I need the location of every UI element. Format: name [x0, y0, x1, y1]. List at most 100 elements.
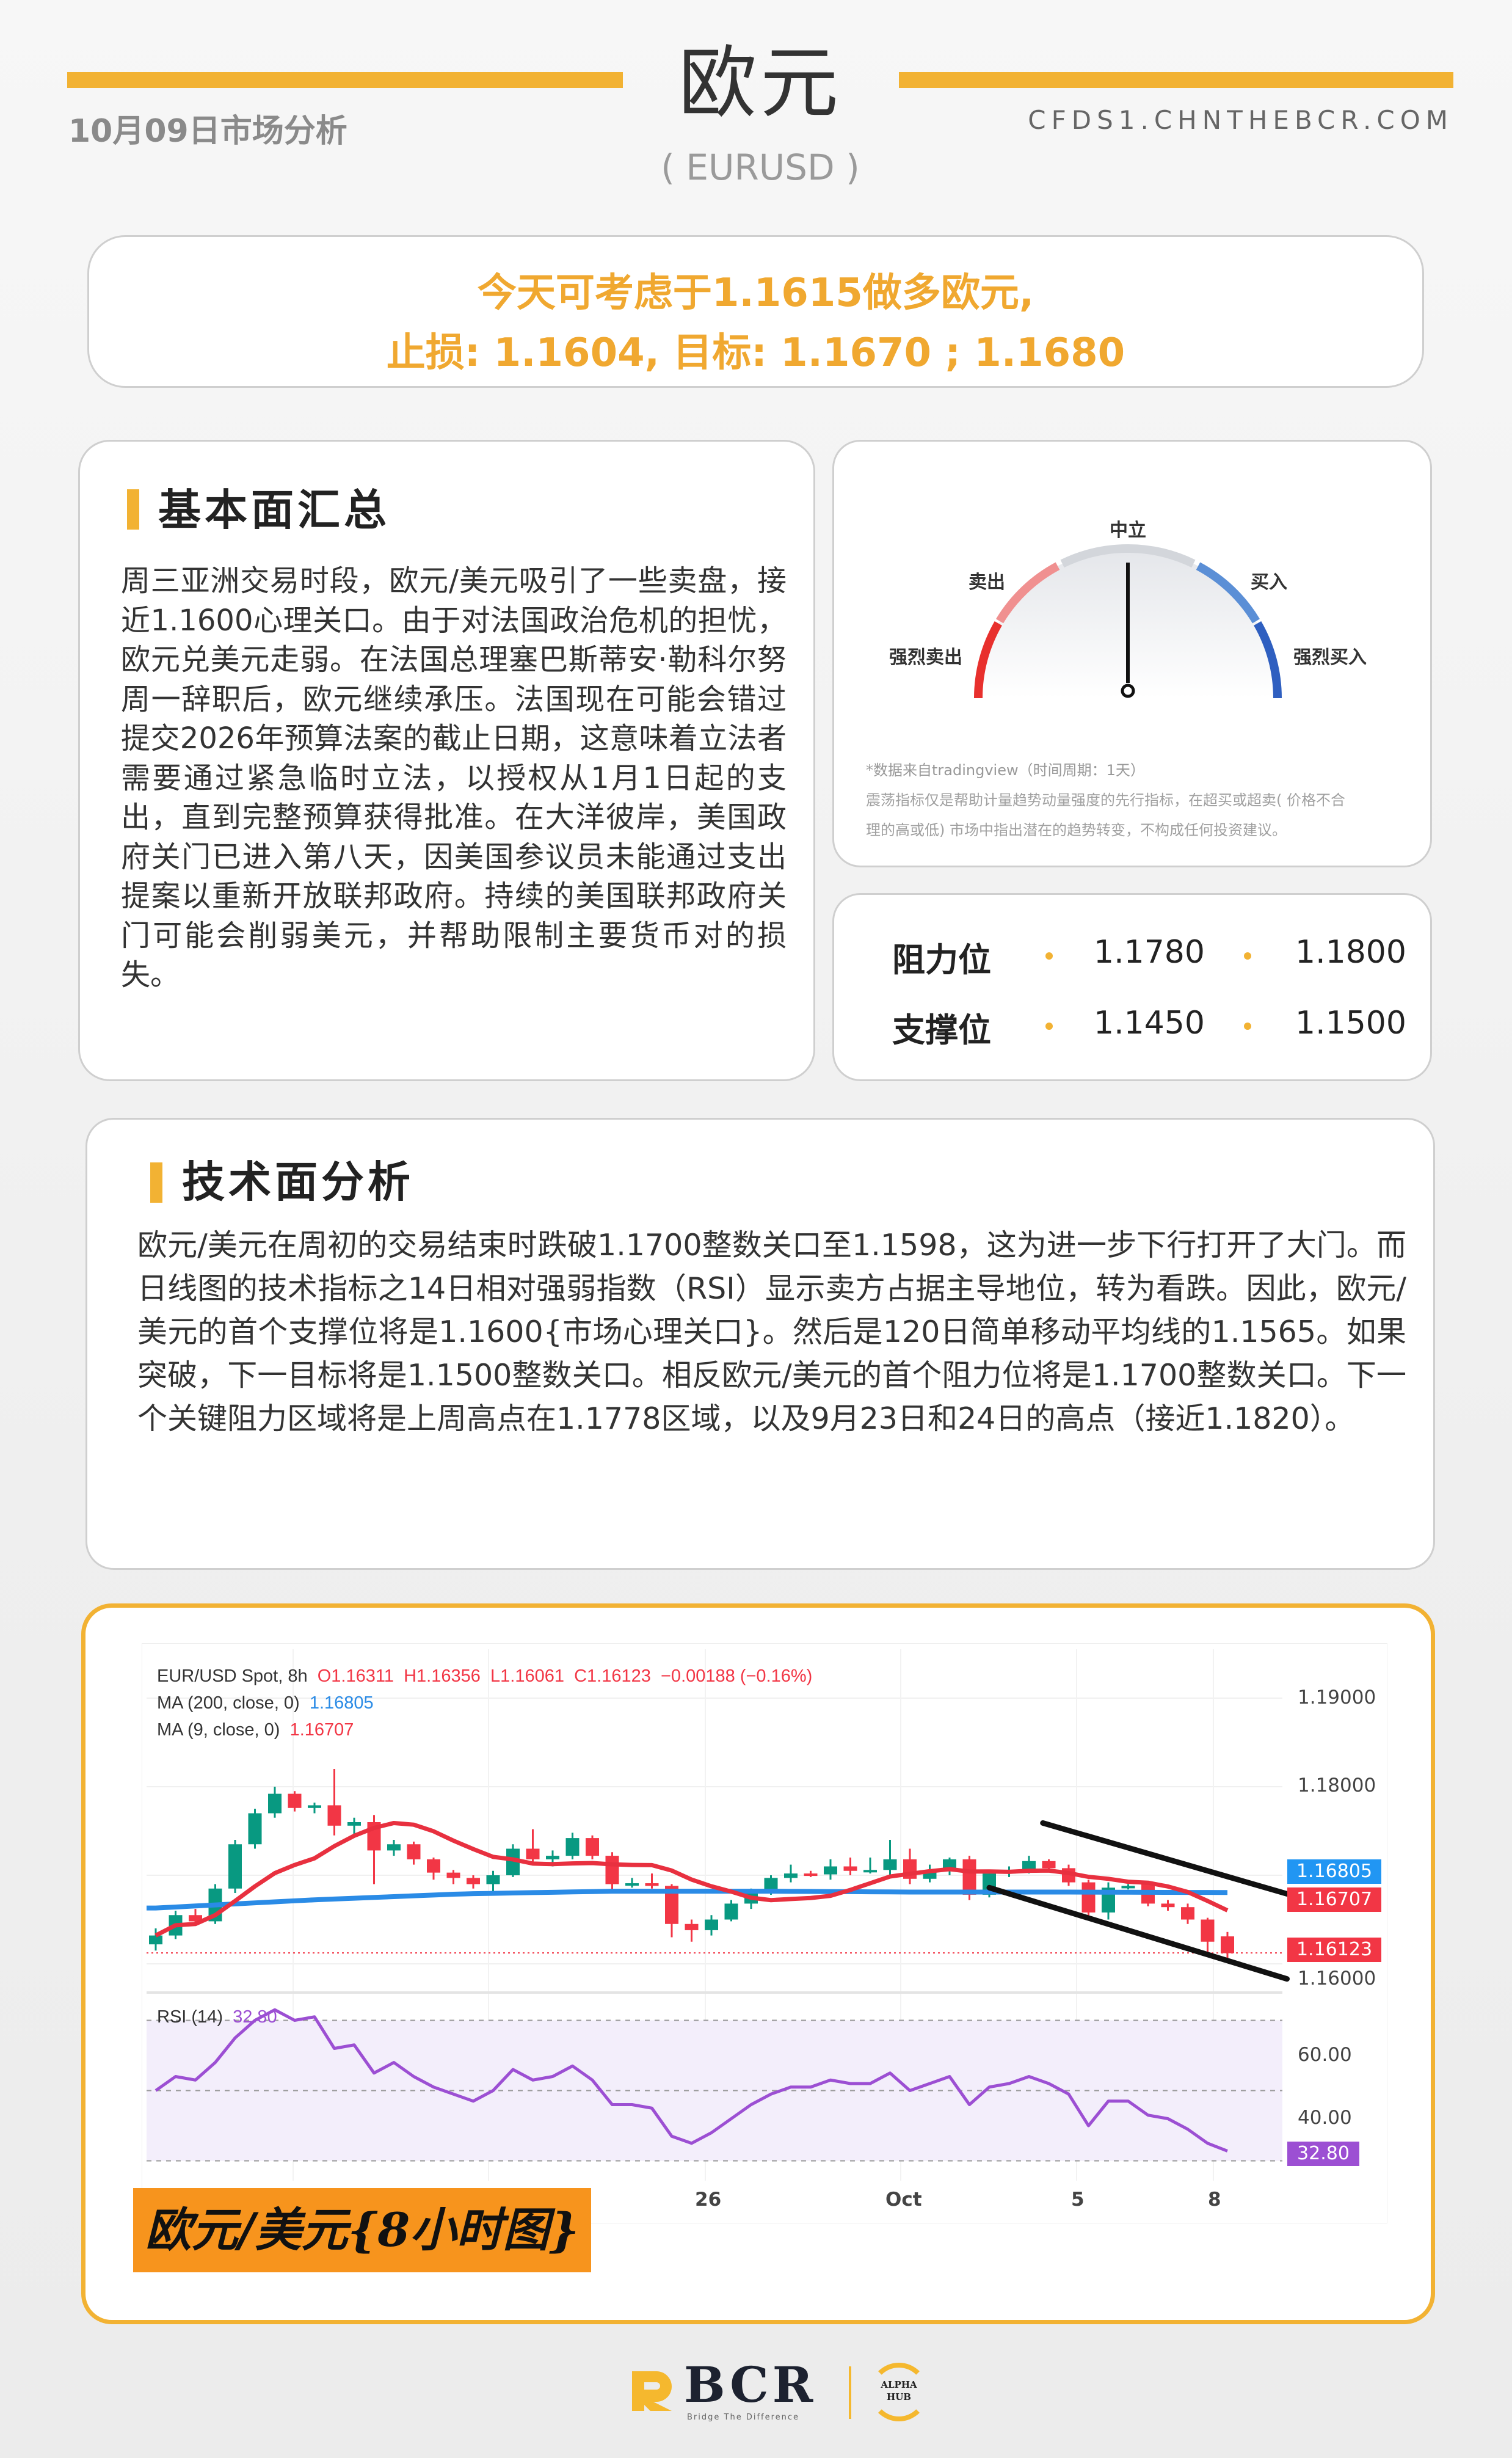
- chart-legend-symbol: EUR/USD Spot, 8h O1.16311 H1.16356 L1.16…: [157, 1666, 812, 1687]
- price-tick: 1.19000: [1298, 1687, 1376, 1709]
- header-bar-left: [67, 72, 623, 88]
- bullet-dot: [1045, 952, 1053, 960]
- title-accent-bar: [150, 1162, 162, 1203]
- gauge-source-note: *数据来自tradingview（时间周期：1天）: [866, 762, 1145, 779]
- ma200-label: MA (200, close, 0): [157, 1693, 300, 1713]
- key-levels-card: 阻力位 1.1780 1.1800 支撑位 1.1450 1.1500: [832, 893, 1432, 1081]
- candle-up: [565, 1838, 580, 1856]
- candle-down: [1081, 1882, 1096, 1913]
- date-label: 10月09日市场分析: [68, 113, 347, 150]
- sentiment-gauge: [974, 544, 1282, 699]
- candle-down: [446, 1872, 460, 1878]
- candle-down: [526, 1848, 540, 1859]
- rsi-label: RSI (14): [157, 2007, 223, 2027]
- alpha-hub-badge: [870, 2363, 928, 2421]
- change-value: −0.00188 (−0.16%): [661, 1666, 813, 1686]
- chart-legend-ma200: MA (200, close, 0) 1.16805: [157, 1693, 374, 1713]
- website-label: CFDS1.CHNTHEBCR.COM: [1028, 105, 1453, 135]
- candle-up: [883, 1859, 897, 1870]
- candle-up: [486, 1875, 500, 1884]
- price-chart[interactable]: [0, 0, 1512, 2260]
- candle-up: [228, 1844, 242, 1889]
- resistance-label: 阻力位: [892, 941, 991, 979]
- resistance-level-2: 1.1800: [1295, 934, 1406, 971]
- fundamental-title: 基本面汇总: [158, 485, 390, 535]
- sentiment-gauge-card: 中立 卖出 买入 强烈卖出 强烈买入 *数据来自tradingview（时间周期…: [832, 440, 1432, 867]
- candle-up: [1022, 1861, 1036, 1870]
- time-tick: 8: [1208, 2189, 1221, 2211]
- candle-down: [645, 1883, 659, 1886]
- candle-down: [685, 1924, 699, 1930]
- ma9-line: [154, 1820, 1229, 1938]
- low-value: L1.16061: [490, 1666, 564, 1686]
- candle-up: [308, 1805, 321, 1808]
- chart-legend-ma9: MA (9, close, 0) 1.16707: [157, 1720, 354, 1740]
- gauge-label-neutral: 中立: [1110, 520, 1146, 541]
- candle-down: [1161, 1903, 1175, 1908]
- gauge-label-strong-buy: 强烈买入: [1293, 647, 1367, 668]
- ma9-value: 1.16707: [289, 1720, 354, 1740]
- page-title: 欧元: [678, 38, 842, 129]
- candle-down: [843, 1866, 857, 1871]
- candle-down: [586, 1838, 599, 1856]
- trade-callout: 今天可考虑于1.1615做多欧元, 止损: 1.1604, 目标: 1.1670…: [87, 235, 1424, 388]
- candle-up: [824, 1866, 837, 1875]
- candle-down: [327, 1805, 341, 1826]
- gauge-label-buy: 买入: [1251, 572, 1287, 593]
- bcr-logo-mark: [632, 2371, 672, 2411]
- candle-up: [347, 1822, 361, 1826]
- candle-down: [804, 1873, 818, 1876]
- candle-up: [546, 1856, 559, 1859]
- symbol-label: EUR/USD Spot, 8h: [157, 1666, 308, 1686]
- price-tick: 1.18000: [1298, 1774, 1376, 1796]
- support-level-2: 1.1500: [1295, 1005, 1406, 1041]
- candle-down: [962, 1859, 976, 1895]
- alpha-hub-label: ALPHA HUB: [881, 2379, 917, 2402]
- candle-up: [705, 1919, 718, 1930]
- gauge-arc-buy: [1196, 562, 1260, 624]
- fundamental-card: 基本面汇总 周三亚洲交易时段，欧元/美元吸引了一些卖盘，接近1.1600心理关口…: [78, 440, 815, 1081]
- gauge-arc-sell: [995, 562, 1060, 624]
- price-tick: 1.16000: [1298, 1967, 1376, 1989]
- ma200-line: [147, 1889, 1228, 1911]
- callout-line-2: 止损: 1.1604, 目标: 1.1670 ; 1.1680: [386, 330, 1125, 376]
- candle-down: [605, 1856, 619, 1884]
- ma9-price-tag: 1.16707: [1287, 1887, 1381, 1912]
- callout-line-1: 今天可考虑于1.1615做多欧元,: [477, 271, 1034, 316]
- brand-tagline: Bridge The Difference: [687, 2413, 800, 2422]
- candle-up: [863, 1870, 877, 1873]
- gauge-pivot: [1121, 684, 1135, 698]
- gauge-arc-strong-sell: [974, 621, 1002, 699]
- candle-down: [189, 1915, 202, 1922]
- rsi-value: 32.80: [233, 2007, 277, 2027]
- candle-up: [248, 1813, 262, 1845]
- candle-down: [467, 1878, 480, 1884]
- candle-up: [943, 1859, 956, 1870]
- candle-up: [268, 1793, 282, 1814]
- candle-down: [1042, 1861, 1056, 1869]
- candle-down: [427, 1859, 440, 1873]
- rsi-tick: 40.00: [1298, 2107, 1352, 2129]
- candle-up: [724, 1903, 738, 1920]
- candle-up: [387, 1844, 401, 1851]
- gauge-label-strong-sell: 强烈卖出: [889, 647, 962, 668]
- bcr-logo: BCR Bridge The Difference ALPHA HUB: [629, 2358, 947, 2425]
- gauge-disclaimer-2: 理的高或低) 市场中指出潜在的趋势转变，不构成任何投资建议。: [866, 822, 1287, 839]
- bullet-dot: [1045, 1023, 1053, 1030]
- ma200-value: 1.16805: [309, 1693, 374, 1713]
- candle-up: [506, 1848, 520, 1875]
- technical-title: 技术面分析: [182, 1157, 414, 1207]
- candle-up: [149, 1935, 162, 1945]
- chart-caption: 欧元/美元{8小时图}: [133, 2188, 591, 2272]
- gauge-arc-strong-buy: [1254, 621, 1282, 699]
- logo-divider: [849, 2366, 851, 2419]
- candle-down: [1181, 1907, 1194, 1920]
- rsi-line: [154, 2008, 1228, 2153]
- gauge-arc-neutral: [1060, 544, 1196, 568]
- open-value: O1.16311: [317, 1666, 394, 1686]
- candle-down: [1221, 1936, 1234, 1953]
- rsi-legend: RSI (14) 32.80: [157, 2007, 277, 2027]
- fundamental-text: 周三亚洲交易时段，欧元/美元吸引了一些卖盘，接近1.1600心理关口。由于对法国…: [121, 564, 787, 992]
- bullet-dot: [1244, 1023, 1251, 1030]
- rsi-tick: 60.00: [1298, 2044, 1352, 2066]
